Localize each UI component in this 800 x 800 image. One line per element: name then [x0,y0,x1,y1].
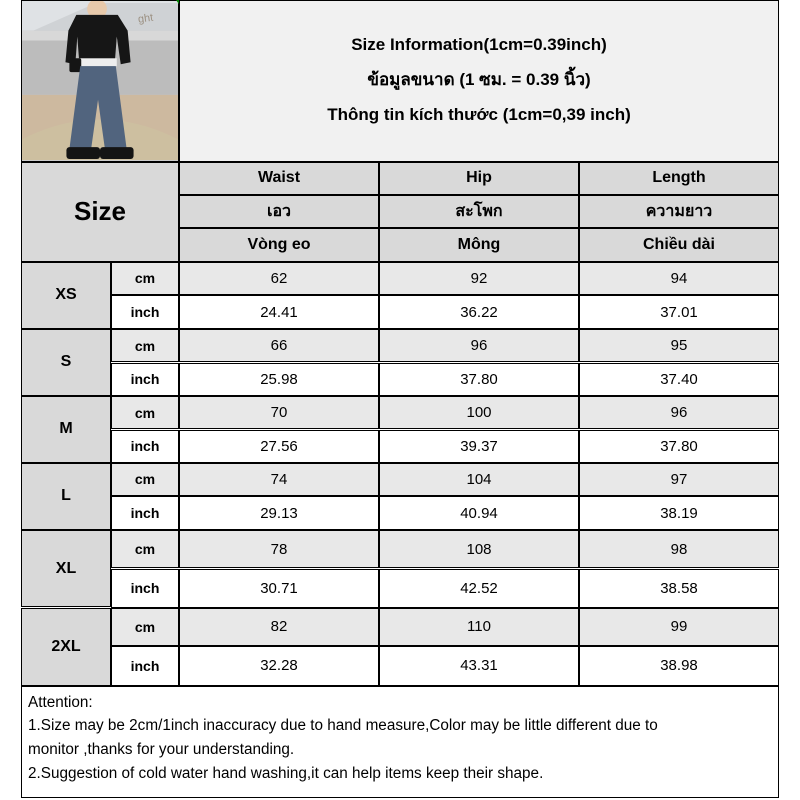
svg-text:ght: ght [137,12,154,26]
